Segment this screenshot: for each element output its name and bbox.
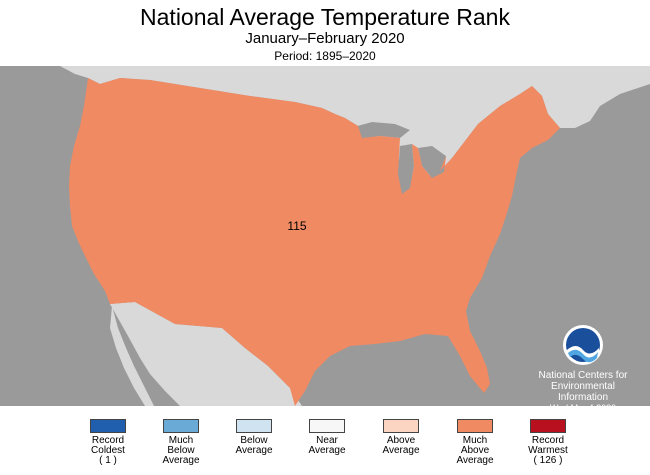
legend-swatch <box>309 419 345 433</box>
legend-label: Much <box>462 435 488 446</box>
legend-item-above: Above Average <box>371 419 431 456</box>
legend-label: Above <box>386 435 416 446</box>
map-area: 115 National Centers for Environmental I… <box>0 66 650 413</box>
noaa-logo-icon <box>563 325 603 365</box>
mexico-land <box>110 302 302 406</box>
legend-label: ( 126 ) <box>533 455 563 466</box>
us-contiguous <box>69 78 560 406</box>
credit-line-1: National Centers for <box>538 370 628 381</box>
legend: Record Coldest ( 1 ) Much Below Average … <box>0 406 650 475</box>
rank-value: 115 <box>287 219 306 233</box>
legend-label: Record <box>531 435 565 446</box>
credit-line-3: Information <box>557 392 609 403</box>
legend-swatch <box>90 419 126 433</box>
legend-swatch <box>163 419 199 433</box>
legend-label: Average <box>235 445 273 456</box>
legend-swatch <box>457 419 493 433</box>
legend-swatch <box>530 419 566 433</box>
legend-item-much-below: Much Below Average <box>151 419 211 466</box>
credit-line-2: Environmental <box>551 381 615 392</box>
canada-land <box>60 66 650 178</box>
legend-swatch <box>383 419 419 433</box>
legend-item-record-coldest: Record Coldest ( 1 ) <box>78 419 138 466</box>
legend-item-record-warmest: Record Warmest ( 126 ) <box>518 419 578 466</box>
legend-label: Coldest <box>91 445 125 456</box>
header: National Average Temperature Rank Januar… <box>0 0 650 66</box>
legend-label: Record <box>91 435 125 446</box>
map-canvas: 115 <box>0 66 650 406</box>
legend-label: Below <box>167 445 195 456</box>
credit-block: National Centers for Environmental Infor… <box>522 324 644 414</box>
legend-swatch <box>236 419 272 433</box>
legend-label: Much <box>168 435 194 446</box>
lake-huron <box>418 146 446 178</box>
legend-label: Above <box>460 445 490 456</box>
legend-label: ( 1 ) <box>99 455 117 466</box>
legend-label: Average <box>308 445 346 456</box>
legend-item-much-above: Much Above Average <box>445 419 505 466</box>
period-label: Period: 1895–2020 <box>274 49 376 63</box>
legend-label: Near <box>316 435 338 446</box>
legend-item-near: Near Average <box>297 419 357 456</box>
legend-label: Average <box>382 445 420 456</box>
map-title: National Average Temperature Rank <box>140 4 510 30</box>
lake-michigan <box>398 144 414 194</box>
legend-label: Warmest <box>528 445 568 456</box>
legend-label: Average <box>162 455 200 466</box>
lake-superior <box>350 122 410 138</box>
legend-label: Average <box>456 455 494 466</box>
baja-land <box>110 306 154 406</box>
legend-label: Below <box>240 435 268 446</box>
map-subtitle: January–February 2020 <box>245 30 405 47</box>
legend-item-below: Below Average <box>224 419 284 456</box>
